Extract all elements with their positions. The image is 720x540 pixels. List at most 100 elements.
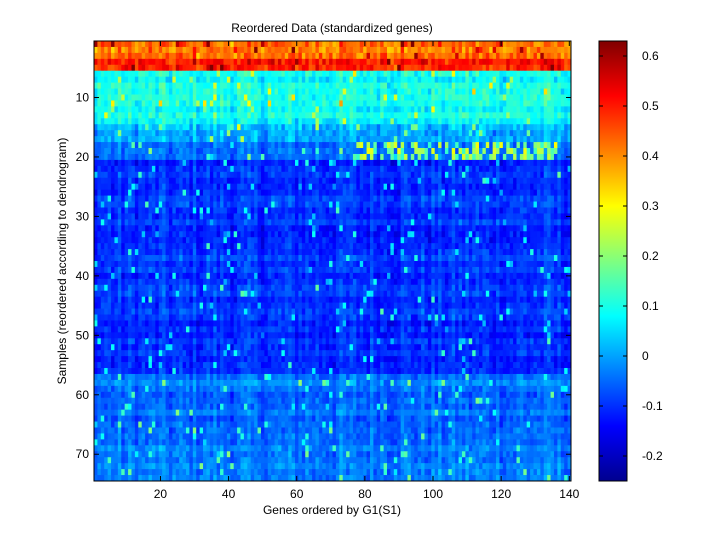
heatmap-cell [339, 100, 344, 107]
heatmap-cell [513, 41, 517, 48]
heatmap-cell [111, 130, 115, 137]
heatmap-cell [111, 213, 115, 220]
heatmap-cell [281, 88, 286, 95]
heatmap-cell [325, 124, 330, 131]
heatmap-cell [369, 195, 374, 202]
heatmap-cell [213, 124, 218, 131]
heatmap-cell [492, 148, 497, 155]
heatmap-cell [509, 142, 514, 149]
heatmap-cell [448, 243, 453, 250]
heatmap-cell [557, 58, 562, 66]
heatmap-cell [390, 118, 395, 125]
heatmap-cell [121, 225, 126, 232]
heatmap-cell [277, 46, 282, 54]
heatmap-cell [543, 76, 548, 84]
heatmap-cell [148, 124, 153, 131]
heatmap-cell [373, 225, 378, 232]
heatmap-cell [284, 118, 289, 125]
heatmap-cell [315, 249, 320, 256]
heatmap-cell [421, 112, 425, 119]
heatmap-cell [128, 219, 132, 226]
heatmap-cell [117, 130, 122, 137]
heatmap-cell [274, 136, 279, 143]
heatmap-cell [335, 183, 340, 191]
heatmap-cell [513, 124, 517, 131]
heatmap-cell [410, 183, 415, 191]
heatmap-cell [530, 195, 534, 202]
heatmap-cell [335, 94, 340, 101]
heatmap-cell [182, 243, 187, 250]
heatmap-cell [342, 148, 347, 155]
heatmap-cell [226, 64, 231, 72]
heatmap-cell [410, 142, 415, 149]
heatmap-cell [107, 106, 112, 113]
heatmap-cell [509, 88, 514, 95]
heatmap-cell [94, 195, 98, 202]
heatmap-cell [274, 46, 279, 54]
heatmap-cell [271, 76, 275, 84]
heatmap-cell [97, 207, 102, 214]
heatmap-cell [179, 124, 183, 131]
heatmap-cell [444, 52, 449, 60]
heatmap-cell [363, 76, 367, 84]
heatmap-cell [492, 219, 497, 226]
heatmap-cell [516, 165, 521, 173]
heatmap-cell [373, 243, 378, 250]
heatmap-cell [274, 195, 279, 202]
heatmap-cell [560, 231, 565, 238]
heatmap-cell [264, 231, 269, 238]
heatmap-cell [431, 165, 436, 173]
heatmap-cell [485, 118, 490, 125]
heatmap-cell [404, 207, 408, 214]
heatmap-cell [540, 130, 545, 137]
heatmap-cell [192, 118, 197, 125]
heatmap-cell [148, 249, 153, 256]
heatmap-cell [482, 118, 487, 125]
heatmap-cell [322, 130, 327, 137]
heatmap-cell [291, 52, 296, 60]
heatmap-cell [206, 177, 211, 185]
heatmap-cell [179, 70, 183, 78]
heatmap-cell [172, 52, 177, 60]
heatmap-cell [162, 159, 166, 167]
heatmap-cell [499, 201, 504, 208]
heatmap-cell [301, 153, 306, 161]
heatmap-cell [175, 46, 180, 54]
heatmap-cell [94, 171, 98, 179]
heatmap-cell [298, 243, 303, 250]
heatmap-cell [564, 124, 568, 131]
heatmap-cell [523, 52, 528, 60]
heatmap-cell [233, 106, 238, 113]
heatmap-cell [185, 207, 190, 214]
heatmap-cell [281, 249, 286, 256]
heatmap-cell [145, 153, 149, 161]
heatmap-cell [458, 213, 463, 220]
heatmap-cell [332, 165, 337, 173]
heatmap-cell [404, 58, 408, 66]
heatmap-cell [540, 159, 545, 167]
heatmap-cell [158, 82, 163, 89]
heatmap-cell [475, 64, 480, 72]
heatmap-cell [117, 142, 122, 149]
heatmap-cell [247, 249, 252, 256]
heatmap-cell [482, 100, 487, 107]
heatmap-cell [220, 225, 224, 232]
heatmap-cell [393, 153, 398, 161]
heatmap-cell [540, 142, 545, 149]
heatmap-cell [557, 136, 562, 143]
heatmap-cell [553, 41, 558, 48]
heatmap-cell [550, 118, 555, 125]
heatmap-cell [134, 225, 139, 232]
heatmap-cell [267, 70, 272, 78]
heatmap-cell [182, 171, 187, 179]
heatmap-cell [284, 88, 289, 95]
heatmap-cell [117, 225, 122, 232]
heatmap-cell [346, 177, 350, 185]
heatmap-cell [291, 100, 296, 107]
heatmap-cell [509, 213, 514, 220]
heatmap-cell [308, 183, 313, 191]
heatmap-cell [482, 201, 487, 208]
heatmap-cell [189, 46, 194, 54]
heatmap-cell [335, 195, 340, 202]
